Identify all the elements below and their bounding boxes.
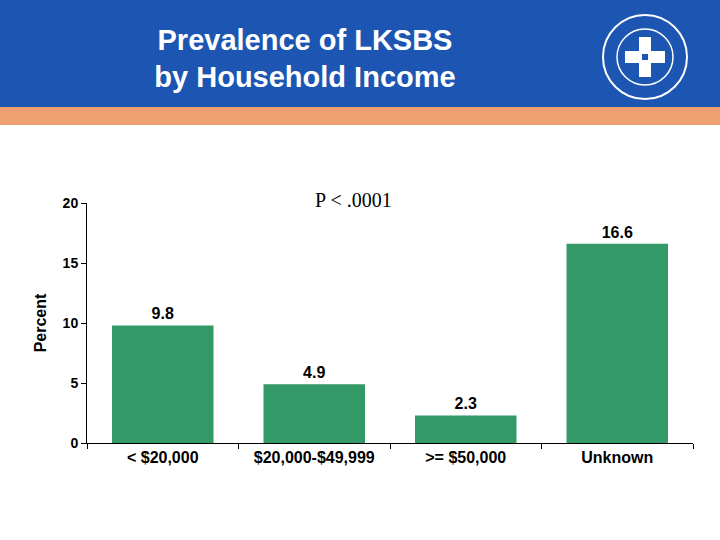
- svg-text:2.3: 2.3: [455, 395, 477, 412]
- html-text:Prevalence of LKSBS by Househo: Prevalence of LKSBS by Household Income: [154, 24, 456, 93]
- svg-text:10: 10: [63, 315, 79, 331]
- svg-text:>= $50,000: >= $50,000: [425, 449, 506, 466]
- svg-text:0: 0: [70, 435, 78, 451]
- svg-text:< $20,000: < $20,000: [127, 449, 199, 466]
- svg-text:Unknown: Unknown: [581, 449, 653, 466]
- svg-text:$20,000-$49,999: $20,000-$49,999: [254, 449, 375, 466]
- svg-text:Percent: Percent: [32, 293, 49, 352]
- svg-text:20: 20: [63, 195, 79, 211]
- svg-text:4.9: 4.9: [303, 364, 325, 381]
- svg-text:15: 15: [63, 255, 79, 271]
- svg-text:5: 5: [70, 375, 78, 391]
- svg-text:16.6: 16.6: [602, 224, 633, 241]
- svg-text:9.8: 9.8: [152, 305, 174, 322]
- svg-text:P < .0001: P < .0001: [315, 189, 392, 211]
